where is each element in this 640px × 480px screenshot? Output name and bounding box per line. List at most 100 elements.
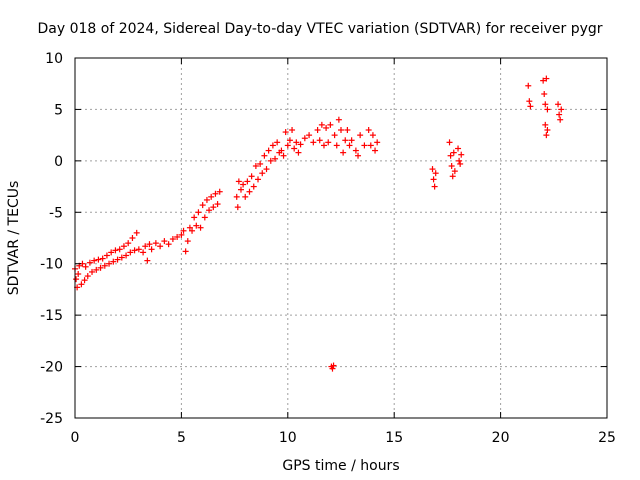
- data-point: [89, 268, 96, 275]
- y-tick-label: 0: [54, 154, 63, 170]
- data-point: [455, 145, 462, 152]
- data-point: [186, 224, 193, 231]
- data-point: [286, 137, 293, 144]
- data-point: [316, 137, 323, 144]
- data-point: [189, 227, 196, 234]
- data-point: [144, 257, 151, 264]
- data-point: [255, 176, 262, 183]
- data-point: [372, 147, 379, 154]
- grid-lines: [75, 58, 607, 418]
- data-point: [146, 241, 153, 248]
- data-point: [267, 157, 274, 164]
- data-point: [430, 176, 437, 183]
- data-point: [297, 141, 304, 148]
- data-point: [301, 135, 308, 142]
- plot-frame: [74, 57, 608, 419]
- data-point: [203, 196, 210, 203]
- data-point: [526, 98, 533, 105]
- data-point: [331, 132, 338, 139]
- y-tick-label: 5: [54, 102, 63, 118]
- y-tick-label: -10: [40, 257, 63, 273]
- data-point: [131, 247, 138, 254]
- data-point: [293, 139, 300, 146]
- data-point: [152, 240, 159, 247]
- data-point: [330, 362, 337, 369]
- data-point: [191, 214, 198, 221]
- data-point: [174, 233, 181, 240]
- data-point: [75, 271, 82, 277]
- data-point: [289, 127, 296, 133]
- data-point: [265, 147, 272, 154]
- data-point: [91, 257, 98, 264]
- data-point: [120, 243, 127, 250]
- data-point: [431, 183, 438, 190]
- data-point: [261, 152, 268, 159]
- data-point: [197, 224, 204, 231]
- data-point: [325, 139, 332, 146]
- data-point: [214, 201, 221, 208]
- data-point: [525, 82, 532, 89]
- data-point: [556, 111, 563, 118]
- data-point: [95, 256, 102, 263]
- x-tick-label: 0: [71, 430, 80, 446]
- data-point: [446, 139, 453, 146]
- data-point: [543, 75, 550, 82]
- data-point: [448, 163, 455, 169]
- data-point: [541, 91, 548, 97]
- data-point: [165, 241, 172, 248]
- data-point: [148, 246, 155, 253]
- data-point: [235, 178, 242, 185]
- data-point: [348, 137, 355, 144]
- data-point: [320, 142, 327, 149]
- data-point: [103, 252, 110, 259]
- data-point: [527, 103, 534, 110]
- data-point: [450, 149, 457, 156]
- data-point: [161, 238, 168, 245]
- x-tick-label: 10: [279, 430, 297, 446]
- data-point: [306, 132, 313, 139]
- data-point: [212, 190, 219, 197]
- data-point: [257, 160, 264, 167]
- data-point: [84, 273, 91, 280]
- data-point: [140, 249, 147, 256]
- data-point: [282, 129, 289, 136]
- data-point: [199, 202, 206, 209]
- data-point: [335, 116, 342, 123]
- data-point: [295, 149, 302, 156]
- data-point: [129, 235, 136, 241]
- data-point: [310, 139, 317, 146]
- data-point: [318, 121, 325, 128]
- data-point: [259, 170, 266, 177]
- data-point: [367, 142, 374, 149]
- y-tick-labels: -25 -20 -15 -10 -5 0 5 10: [40, 51, 63, 427]
- data-point: [458, 151, 465, 158]
- data-point: [451, 168, 458, 175]
- x-tick-label: 20: [492, 430, 510, 446]
- data-point: [329, 365, 336, 372]
- data-point: [248, 173, 255, 180]
- data-point: [240, 181, 247, 188]
- data-point: [323, 124, 330, 131]
- data-point: [543, 132, 550, 139]
- data-point: [233, 193, 240, 200]
- data-point: [101, 262, 108, 269]
- data-point: [118, 254, 125, 261]
- data-point: [274, 139, 281, 146]
- data-point: [272, 155, 279, 162]
- data-point: [142, 243, 149, 250]
- data-point: [540, 77, 547, 84]
- data-point: [314, 127, 321, 133]
- data-point: [250, 183, 257, 190]
- data-point: [108, 249, 115, 256]
- data-point: [73, 276, 80, 283]
- data-point: [112, 247, 119, 254]
- data-point: [355, 152, 362, 159]
- data-point: [457, 160, 464, 167]
- y-axis-label: SDTVAR / TECUs: [6, 181, 22, 296]
- data-point: [558, 106, 565, 113]
- data-point: [157, 243, 164, 250]
- data-point: [169, 236, 176, 243]
- data-point: [357, 132, 364, 139]
- data-point: [456, 157, 463, 164]
